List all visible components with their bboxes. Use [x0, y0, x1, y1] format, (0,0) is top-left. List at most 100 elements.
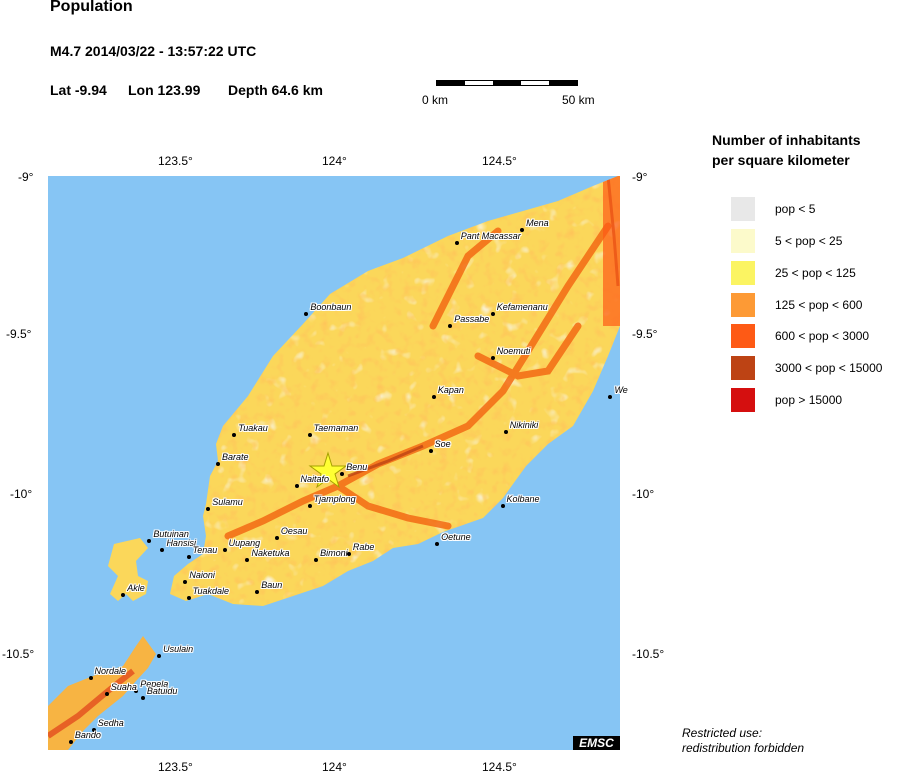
place-marker — [216, 462, 221, 466]
place-label: Tuakdale — [192, 586, 229, 597]
lon-tick-bottom-1: 123.5° — [158, 760, 193, 774]
legend-swatch — [731, 324, 755, 348]
legend-label: 125 < pop < 600 — [775, 298, 863, 312]
restricted-line-1: Restricted use: — [682, 726, 763, 740]
place-label: Batuidu — [146, 685, 178, 696]
place-label: Tjamplong — [313, 493, 356, 504]
place-label: Hansisi — [166, 538, 196, 549]
place-label: We — [614, 384, 628, 395]
depth-label: Depth 64.6 km — [228, 82, 323, 98]
place-marker — [186, 596, 191, 601]
lat-tick-right-3: -10° — [632, 487, 655, 501]
legend-swatch — [731, 197, 755, 221]
place-marker — [183, 580, 188, 585]
place-marker — [520, 228, 525, 233]
place-label: Suaha — [110, 682, 137, 693]
scale-start-label: 0 km — [422, 93, 449, 107]
place-label: Baun — [261, 580, 283, 590]
legend-swatch — [731, 261, 755, 285]
place-label: Boonbaun — [310, 301, 352, 312]
scale-end-label: 50 km — [562, 93, 595, 107]
legend-label: pop > 15000 — [775, 393, 843, 407]
legend-swatch — [731, 229, 755, 253]
place-label: Passabe — [454, 314, 490, 325]
latitude-label: Lat -9.94 — [50, 82, 107, 98]
place-marker — [147, 538, 152, 543]
place-label: Nikiniki — [509, 420, 539, 430]
place-marker — [186, 554, 191, 559]
place-marker — [490, 356, 495, 361]
legend-label: 5 < pop < 25 — [775, 234, 843, 248]
lat-tick-left-3: -10° — [10, 487, 33, 501]
place-marker — [104, 692, 109, 697]
place-label: Bimoni — [320, 548, 348, 558]
legend-title-line-1: Number of inhabitants — [712, 132, 861, 148]
place-label: Naioni — [189, 570, 215, 581]
lat-tick-left-1: -9° — [18, 170, 34, 184]
place-label: Kolbane — [506, 493, 540, 504]
epicenter-star-icon — [308, 451, 348, 489]
place-marker — [435, 542, 440, 546]
place-label: Pant Macassar — [460, 231, 521, 242]
place-marker — [88, 676, 93, 681]
lat-tick-right-1: -9° — [632, 170, 648, 184]
place-label: Naitafo — [300, 474, 330, 485]
place-label: Sulamu — [212, 496, 243, 507]
legend-label: 600 < pop < 3000 — [775, 329, 870, 343]
place-label: Uupang — [228, 538, 261, 549]
place-marker — [500, 503, 505, 508]
place-label: Kapan — [437, 384, 464, 395]
place-marker — [255, 590, 260, 594]
place-marker — [307, 433, 312, 438]
place-label: Barate — [222, 452, 249, 462]
place-label: Usulain — [163, 644, 194, 654]
place-marker — [503, 430, 508, 434]
map-canvas — [48, 176, 620, 750]
place-marker — [206, 506, 211, 511]
place-marker — [294, 484, 299, 489]
legend-title: Number of inhabitants per square kilomet… — [712, 130, 861, 170]
lat-tick-right-2: -9.5° — [632, 327, 658, 341]
place-marker — [307, 503, 312, 508]
lat-tick-left-4: -10.5° — [2, 647, 35, 661]
place-marker — [222, 548, 227, 553]
lon-tick-bottom-3: 124.5° — [482, 760, 517, 774]
place-label: Nordale — [94, 666, 127, 677]
page-title: Population — [50, 0, 133, 15]
legend-title-line-2: per square kilometer — [712, 152, 850, 168]
place-marker — [274, 535, 279, 540]
emsc-badge: EMSC — [573, 736, 620, 750]
legend-label: 25 < pop < 125 — [775, 266, 856, 280]
place-marker — [304, 311, 309, 316]
place-marker — [314, 558, 319, 562]
lat-tick-right-4: -10.5° — [632, 647, 665, 661]
lon-tick-top-2: 124° — [322, 154, 347, 168]
event-info: M4.7 2014/03/22 - 13:57:22 UTC — [50, 43, 257, 59]
place-label: Taemaman — [313, 423, 359, 434]
place-marker — [608, 394, 613, 399]
legend-swatch — [731, 356, 755, 380]
place-label: Tenau — [192, 544, 218, 555]
place-label: Pepela — [140, 679, 169, 690]
place-label: Mena — [526, 218, 549, 229]
legend-swatch — [731, 388, 755, 412]
legend-label: pop < 5 — [775, 202, 816, 216]
legend-label: 3000 < pop < 15000 — [775, 361, 883, 375]
place-label: Sedha — [97, 717, 124, 728]
population-map — [48, 176, 620, 750]
restricted-line-2: redistribution forbidden — [682, 741, 805, 755]
place-marker — [68, 740, 73, 745]
semau-island — [108, 538, 148, 601]
place-marker — [428, 449, 433, 454]
lat-tick-left-2: -9.5° — [6, 327, 32, 341]
lon-tick-top-1: 123.5° — [158, 154, 193, 168]
place-marker — [160, 548, 165, 553]
place-marker — [157, 654, 162, 658]
longitude-label: Lon 123.99 — [128, 82, 201, 98]
place-label: Oetune — [441, 532, 471, 542]
place-marker — [490, 311, 495, 316]
place-label: Akle — [127, 583, 145, 594]
place-marker — [340, 471, 345, 476]
place-label: Kefamenanu — [496, 301, 548, 312]
place-marker — [245, 558, 250, 562]
